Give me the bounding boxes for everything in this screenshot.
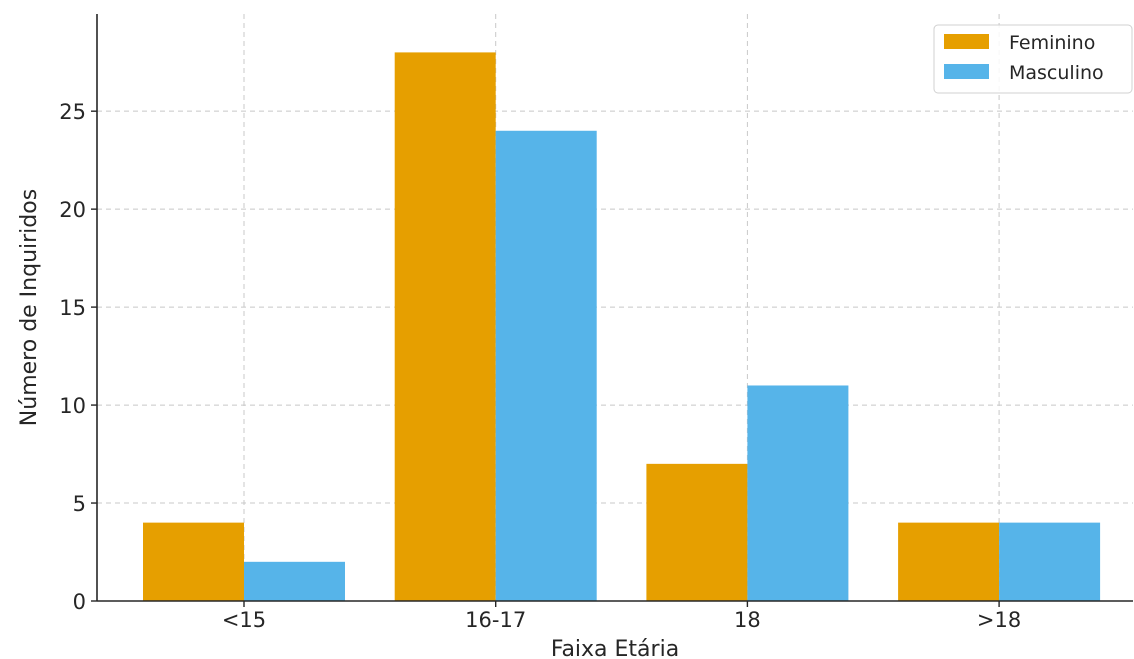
y-tick-label: 10 (59, 394, 86, 418)
bar-feminino-3 (898, 522, 1000, 601)
x-tick-label: >18 (977, 608, 1021, 632)
bar-masculino-2 (747, 385, 849, 601)
legend-label-masculino: Masculino (1009, 62, 1104, 84)
bar-feminino-1 (394, 52, 496, 602)
bar-feminino-0 (143, 522, 244, 601)
bar-masculino-3 (999, 522, 1101, 601)
grid-lines (97, 14, 1133, 601)
bar-masculino-0 (244, 561, 345, 601)
x-axis-title: Faixa Etária (551, 637, 679, 659)
bars (143, 52, 1101, 602)
bar-feminino-2 (646, 463, 748, 601)
x-tick-label: <15 (222, 608, 266, 632)
bar-masculino-1 (495, 130, 597, 602)
x-tick-label: 16-17 (465, 608, 526, 632)
y-axis-title: Número de Inquiridos (17, 189, 42, 426)
legend-label-feminino: Feminino (1009, 32, 1095, 54)
y-tick-label: 5 (73, 492, 86, 516)
x-axis-ticks: <15 16-17 18 >18 (222, 601, 1021, 632)
y-axis-ticks: 0 5 10 15 20 25 (59, 100, 97, 614)
y-tick-label: 20 (59, 198, 86, 222)
y-tick-label: 25 (59, 100, 86, 124)
y-tick-label: 15 (59, 296, 86, 320)
legend-swatch-feminino (944, 34, 989, 49)
legend-swatch-masculino (944, 64, 989, 79)
y-tick-label: 0 (73, 590, 86, 614)
x-tick-label: 18 (734, 608, 761, 632)
legend: Feminino Masculino (933, 24, 1133, 94)
